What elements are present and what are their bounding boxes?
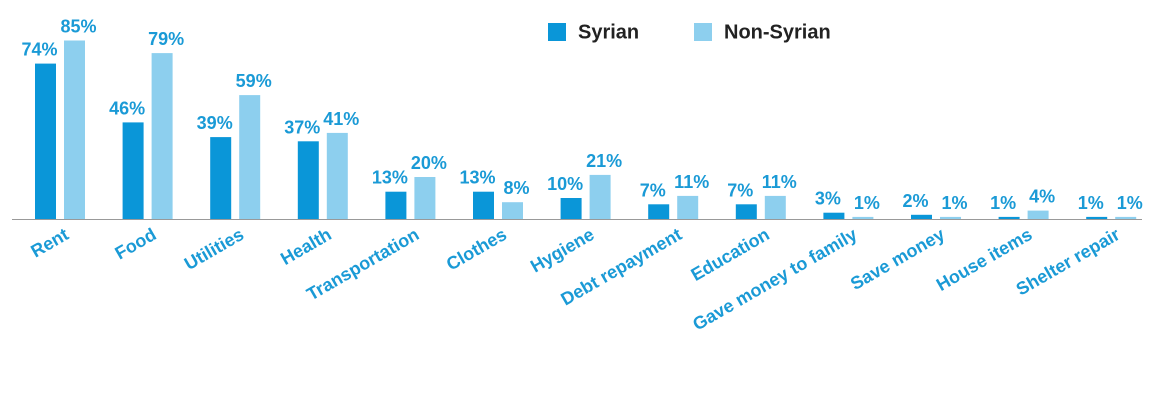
value-label: 59% bbox=[236, 71, 272, 91]
value-label: 41% bbox=[323, 109, 359, 129]
x-tick-label: Rent bbox=[27, 224, 72, 261]
bar bbox=[1115, 216, 1137, 219]
bar bbox=[64, 40, 85, 219]
bar bbox=[297, 141, 319, 219]
value-label: 11% bbox=[674, 172, 709, 192]
bar bbox=[473, 191, 494, 219]
value-label: 37% bbox=[284, 117, 320, 137]
bar bbox=[560, 198, 582, 219]
value-label: 1% bbox=[941, 193, 967, 213]
bar bbox=[735, 204, 757, 219]
value-label: 1% bbox=[1117, 193, 1143, 213]
bar bbox=[210, 137, 232, 219]
bar bbox=[414, 177, 436, 219]
value-label: 13% bbox=[459, 168, 495, 188]
bar bbox=[764, 195, 786, 219]
x-tick-label: Hygiene bbox=[527, 224, 598, 276]
x-tick-label: Save money bbox=[847, 224, 948, 294]
x-tick-label: Clothes bbox=[443, 224, 510, 274]
bar bbox=[385, 191, 407, 219]
bar bbox=[940, 216, 961, 219]
value-label: 46% bbox=[109, 98, 145, 118]
value-label: 4% bbox=[1029, 187, 1055, 207]
bar bbox=[911, 214, 932, 219]
bar bbox=[151, 53, 173, 219]
value-label: 20% bbox=[411, 153, 447, 173]
value-label: 2% bbox=[902, 191, 928, 211]
value-label: 3% bbox=[815, 189, 841, 209]
bar bbox=[1086, 216, 1108, 219]
x-tick-label: Food bbox=[112, 224, 160, 263]
legend-swatch bbox=[694, 23, 712, 41]
x-tick-label: Utilities bbox=[181, 224, 247, 274]
value-label: 1% bbox=[854, 193, 880, 213]
value-label: 13% bbox=[372, 168, 408, 188]
value-label: 1% bbox=[990, 193, 1016, 213]
value-label: 7% bbox=[727, 180, 753, 200]
x-tick-label: Health bbox=[277, 224, 335, 269]
bar bbox=[239, 95, 261, 219]
value-label: 21% bbox=[586, 151, 622, 171]
bar bbox=[677, 195, 699, 219]
bar bbox=[852, 216, 874, 219]
value-label: 85% bbox=[60, 17, 96, 37]
value-label: 7% bbox=[640, 180, 666, 200]
value-label: 39% bbox=[197, 113, 233, 133]
bar bbox=[326, 132, 348, 219]
bar bbox=[502, 202, 523, 219]
value-label: 10% bbox=[547, 174, 583, 194]
bar bbox=[998, 216, 1020, 219]
bar bbox=[589, 174, 611, 219]
value-label: 11% bbox=[762, 172, 797, 192]
bar bbox=[35, 63, 56, 219]
bar bbox=[648, 204, 670, 219]
bar bbox=[823, 212, 845, 219]
bar bbox=[1027, 210, 1049, 219]
legend-label: Non-Syrian bbox=[724, 21, 831, 43]
legend-swatch bbox=[548, 23, 566, 41]
legend-label: Syrian bbox=[578, 21, 639, 43]
x-tick-label: Gave money to family bbox=[689, 224, 860, 334]
value-label: 1% bbox=[1078, 193, 1104, 213]
value-label: 79% bbox=[148, 29, 184, 49]
bar bbox=[122, 122, 144, 219]
value-label: 8% bbox=[503, 178, 529, 198]
value-label: 74% bbox=[21, 40, 57, 60]
